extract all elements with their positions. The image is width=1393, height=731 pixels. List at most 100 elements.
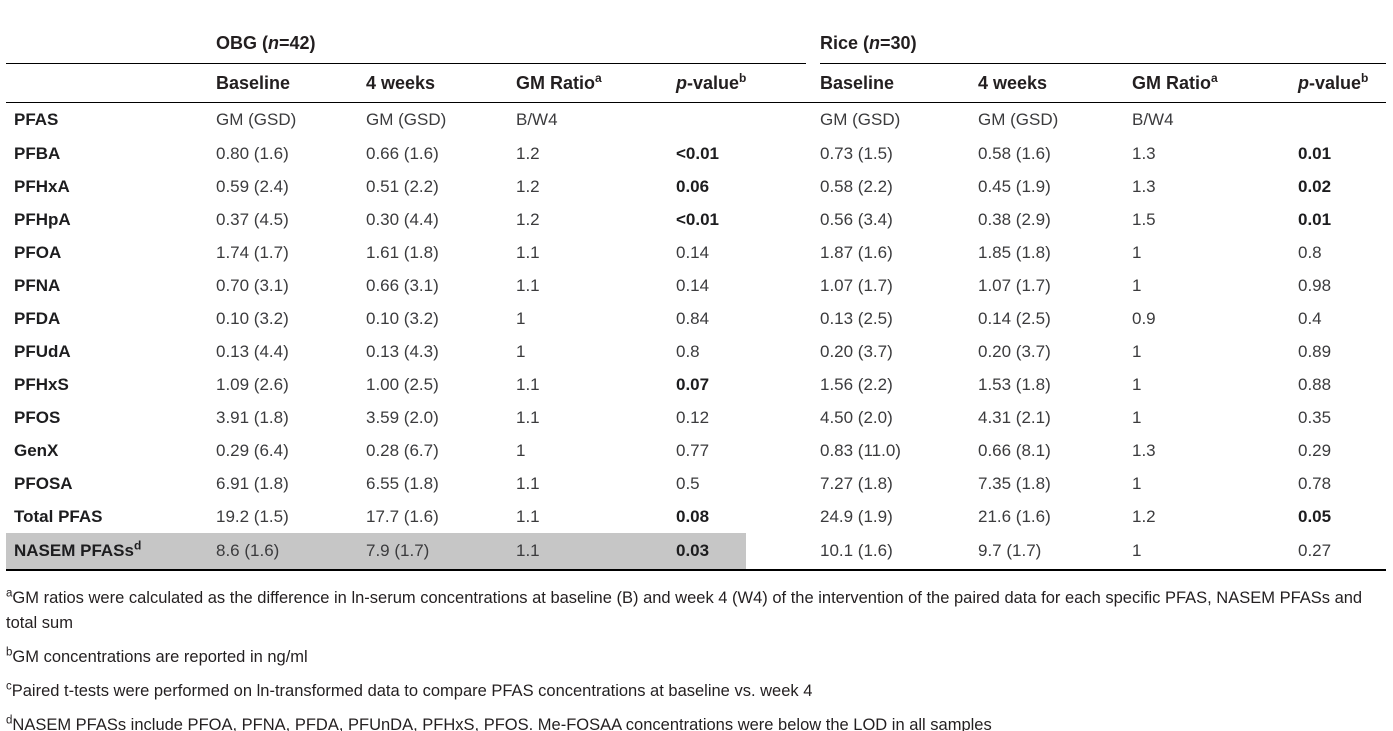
table-cell: 4.31 (2.1): [978, 407, 1051, 427]
table-cell: 17.7 (1.6): [366, 506, 439, 526]
table-cell: 0.9: [1132, 308, 1156, 328]
table-cell: 0.02: [1298, 176, 1332, 196]
table-cell: 0.01: [1298, 209, 1332, 229]
table-cell: 0.51 (2.2): [366, 176, 439, 196]
column-gap: [806, 269, 820, 302]
table-cell: 3.59 (2.0): [366, 407, 439, 427]
column-header-rice-gm-ratio: GM Ratioa: [1132, 63, 1298, 103]
table-cell: 0.89: [1298, 341, 1332, 361]
table-cell: 0.29: [1298, 440, 1332, 460]
table-cell: 0.14 (2.5): [978, 308, 1051, 328]
row-label: PFOSA: [14, 473, 73, 493]
column-gap: [806, 236, 820, 269]
table-cell: 0.66 (8.1): [978, 440, 1051, 460]
table-cell: 1: [1132, 374, 1142, 394]
table-cell: 0.27: [1298, 533, 1386, 571]
row-label: GenX: [14, 440, 59, 460]
table-row: PFDA 0.10 (3.2) 0.10 (3.2) 1 0.84 0.13 (2.5) 0…: [6, 302, 1386, 335]
table-cell: 1: [1132, 275, 1142, 295]
table-row: PFHxA 0.59 (2.4) 0.51 (2.2) 1.2 0.06 0.58 (2.…: [6, 170, 1386, 203]
table-cell: 24.9 (1.9): [820, 506, 893, 526]
table-cell: 0.8: [1298, 242, 1322, 262]
row-label: Total PFAS: [14, 506, 103, 526]
table-cell: 0.30 (4.4): [366, 209, 439, 229]
table-cell: 0.59 (2.4): [216, 176, 289, 196]
table-cell: 0.84: [676, 308, 710, 328]
group-gap: [806, 14, 820, 64]
column-header-obg-baseline: Baseline: [216, 63, 366, 103]
column-header-rice-baseline: Baseline: [820, 63, 978, 103]
table-cell: 0.83 (11.0): [820, 440, 901, 460]
row-label: PFHxA: [14, 176, 70, 196]
table-cell: 0.13 (4.3): [366, 341, 439, 361]
table-cell: 0.98: [1298, 275, 1332, 295]
table-cell: 0.88: [1298, 374, 1332, 394]
table-cell: 0.8: [676, 341, 700, 361]
table-cell: 1: [1132, 407, 1142, 427]
table-cell: 7.9 (1.7): [366, 533, 516, 571]
table-cell: B/W4: [516, 110, 558, 129]
table-cell: 1: [516, 308, 526, 328]
table-cell: 0.45 (1.9): [978, 176, 1051, 196]
table-cell: 1: [1132, 242, 1142, 262]
column-gap: [806, 467, 820, 500]
table-cell: 0.4: [1298, 308, 1322, 328]
table-cell: 0.70 (3.1): [216, 275, 289, 295]
table-cell: 1: [516, 341, 526, 361]
table-cell: 0.58 (1.6): [978, 143, 1051, 163]
table-cell: 21.6 (1.6): [978, 506, 1051, 526]
table-cell: 1.85 (1.8): [978, 242, 1051, 262]
table-cell: 0.58 (2.2): [820, 176, 893, 196]
table-row: PFAS GM (GSD) GM (GSD) B/W4 GM (GSD) GM (GSD)…: [6, 103, 1386, 138]
table-cell: 6.91 (1.8): [216, 473, 289, 493]
column-gap: [806, 170, 820, 203]
table-cell: 0.78: [1298, 473, 1332, 493]
column-gap: [806, 500, 820, 533]
table-cell: 9.7 (1.7): [978, 533, 1132, 571]
row-label: PFOA: [14, 242, 62, 262]
table-cell: 0.10 (3.2): [366, 308, 439, 328]
table-cell: 1.5: [1132, 209, 1156, 229]
table-cell: 1.2: [516, 143, 540, 163]
table-row: PFUdA 0.13 (4.4) 0.13 (4.3) 1 0.8 0.20 (3.7) 0…: [6, 335, 1386, 368]
table-cell: 0.14: [676, 275, 710, 295]
table-cell: 1.53 (1.8): [978, 374, 1051, 394]
column-gap: [806, 368, 820, 401]
table-row: NASEM PFASsd 8.6 (1.6) 7.9 (1.7) 1.1 0.03 10.…: [6, 533, 1386, 571]
table-cell: 1.61 (1.8): [366, 242, 439, 262]
table-cell: 1: [1132, 341, 1142, 361]
table-cell: 0.05: [1298, 506, 1332, 526]
table-cell: 0.20 (3.7): [978, 341, 1051, 361]
table-cell: 1.1: [516, 506, 540, 526]
footnote: dNASEM PFASs include PFOA, PFNA, PFDA, P…: [6, 714, 992, 731]
column-gap: [806, 401, 820, 434]
table-cell: 6.55 (1.8): [366, 473, 439, 493]
column-gap: [806, 335, 820, 368]
table-cell: 4.50 (2.0): [820, 407, 893, 427]
table-cell: 1.74 (1.7): [216, 242, 289, 262]
table-cell: 0.80 (1.6): [216, 143, 289, 163]
table-cell: 1.87 (1.6): [820, 242, 893, 262]
table-cell: [676, 103, 806, 138]
table-cell: 0.12: [676, 407, 710, 427]
table-row: Total PFAS 19.2 (1.5) 17.7 (1.6) 1.1 0.08 24.…: [6, 500, 1386, 533]
table-cell: 1.09 (2.6): [216, 374, 289, 394]
footnote: cPaired t-tests were performed on ln-tra…: [6, 680, 813, 700]
row-label: PFUdA: [14, 341, 71, 361]
column-gap: [806, 302, 820, 335]
table-cell: 1.1: [516, 374, 540, 394]
table-cell: 1.3: [1132, 440, 1156, 460]
table-row: GenX 0.29 (6.4) 0.28 (6.7) 1 0.77 0.83 (11.0)…: [6, 434, 1386, 467]
table-cell: 1.1: [516, 473, 540, 493]
footnote: aGM ratios were calculated as the differ…: [6, 587, 1363, 632]
table-cell: 0.28 (6.7): [366, 440, 439, 460]
table-cell: 0.01: [1298, 143, 1332, 163]
table-cell: B/W4: [1132, 110, 1174, 129]
row-label: PFOS: [14, 407, 61, 427]
column-header-rice-4weeks: 4 weeks: [978, 63, 1132, 103]
table-cell: 1.07 (1.7): [978, 275, 1051, 295]
column-header-obg-gm-ratio: GM Ratioa: [516, 63, 676, 103]
table-cell: 0.14: [676, 242, 710, 262]
table-cell: 10.1 (1.6): [820, 533, 978, 571]
table-cell: 1.3: [1132, 143, 1156, 163]
